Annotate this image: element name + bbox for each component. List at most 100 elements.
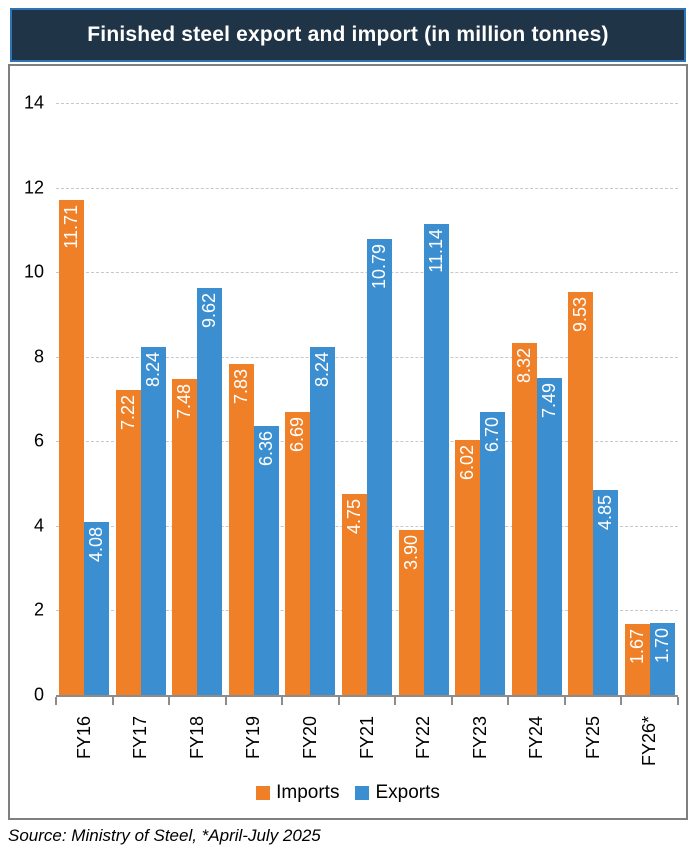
x-tick-label: FY18 xyxy=(186,716,207,760)
x-tick-label: FY19 xyxy=(243,716,264,760)
bar-imports: 4.75 xyxy=(342,494,367,695)
bar-imports: 11.71 xyxy=(59,199,85,695)
x-label-slot: FY18 xyxy=(169,708,226,759)
x-axis-tick xyxy=(507,697,510,705)
bar-exports: 4.85 xyxy=(593,489,619,695)
bar-value-label: 4.85 xyxy=(595,494,616,530)
bar-imports: 9.53 xyxy=(568,292,594,695)
x-tick-label: FY26* xyxy=(639,716,660,767)
chart-box: 0 2 4 6 8 10 12 14 11.71 4.08 7.22 8.24 7.48 9.62 7.8… xyxy=(8,64,688,820)
bar-value-label: 1.70 xyxy=(651,628,672,664)
x-label-slot: FY26* xyxy=(621,708,678,766)
legend-item-imports: Imports xyxy=(256,782,339,804)
bar-value-label: 8.24 xyxy=(312,351,333,387)
category-group: 4.75 10.79 xyxy=(339,103,396,695)
x-axis-tick xyxy=(677,697,679,705)
bar-value-label: 8.24 xyxy=(142,351,163,387)
legend-item-exports: Exports xyxy=(355,782,440,804)
bar-exports: 4.08 xyxy=(84,522,110,695)
bar-imports: 6.02 xyxy=(455,440,481,695)
x-label-slot: FY20 xyxy=(282,708,339,759)
legend-swatch xyxy=(355,786,370,800)
x-tick-label: FY25 xyxy=(582,716,603,760)
source-note: Source: Ministry of Steel, *April-July 2… xyxy=(8,826,321,845)
x-axis-tick xyxy=(281,697,284,705)
bar-value-label: 4.75 xyxy=(344,499,364,535)
bar-exports: 9.62 xyxy=(197,288,223,695)
category-group: 8.32 7.49 xyxy=(508,103,565,695)
bar-value-label: 6.02 xyxy=(457,445,478,481)
bar-value-label: 9.62 xyxy=(199,293,220,329)
category-group: 6.02 6.70 xyxy=(452,103,509,695)
bar-imports: 7.48 xyxy=(172,378,198,695)
bar-imports: 8.32 xyxy=(511,343,537,695)
x-tick-label: FY20 xyxy=(299,716,320,760)
bar-exports: 7.49 xyxy=(536,378,562,695)
chart-title-bar: Finished steel export and import (in mil… xyxy=(10,8,686,62)
x-tick-label: FY22 xyxy=(413,716,434,760)
bar-value-label: 9.53 xyxy=(570,297,591,333)
chart-title: Finished steel export and import (in mil… xyxy=(87,23,609,46)
y-axis: 0 2 4 6 8 10 12 14 xyxy=(10,93,50,705)
x-label-slot: FY24 xyxy=(508,708,565,759)
bar-value-label: 1.67 xyxy=(626,629,647,665)
x-axis-tick xyxy=(620,697,623,705)
x-label-slot: FY17 xyxy=(113,708,170,759)
bar-imports: 6.69 xyxy=(285,412,311,695)
y-tick-label: 6 xyxy=(33,430,44,451)
y-tick-label: 0 xyxy=(33,684,44,705)
bar-value-label: 6.69 xyxy=(287,417,308,453)
bar-value-label: 7.22 xyxy=(117,394,138,430)
bar-exports: 8.24 xyxy=(140,346,166,695)
category-group: 1.67 1.70 xyxy=(621,103,678,695)
legend: Imports Exports xyxy=(10,778,686,808)
x-tick-label: FY21 xyxy=(356,716,377,760)
bar-value-label: 8.32 xyxy=(513,348,534,384)
x-axis-ticks xyxy=(55,697,679,705)
x-axis-tick xyxy=(337,697,340,705)
bar-imports: 1.67 xyxy=(624,624,650,695)
x-label-slot: FY22 xyxy=(395,708,452,759)
x-axis-tick xyxy=(55,697,57,705)
bar-exports: 11.14 xyxy=(423,223,449,695)
bar-exports: 10.79 xyxy=(367,238,392,695)
category-group: 6.69 8.24 xyxy=(282,103,339,695)
category-group: 7.22 8.24 xyxy=(113,103,170,695)
legend-swatch xyxy=(256,786,271,800)
x-label-slot: FY16 xyxy=(56,708,113,759)
bar-exports: 6.36 xyxy=(253,426,279,695)
y-tick-label: 14 xyxy=(23,92,44,113)
y-tick-label: 12 xyxy=(23,177,44,198)
bar-exports: 8.24 xyxy=(310,346,336,695)
y-tick-label: 2 xyxy=(33,599,44,620)
category-group: 3.90 11.14 xyxy=(395,103,452,695)
plot-wrap: 11.71 4.08 7.22 8.24 7.48 9.62 7.83 6.36 6.69 8.2… xyxy=(55,103,679,818)
x-label-slot: FY19 xyxy=(226,708,283,759)
x-axis-tick xyxy=(563,697,566,705)
bar-value-label: 4.08 xyxy=(86,527,107,563)
category-group: 7.48 9.62 xyxy=(169,103,226,695)
x-axis-tick xyxy=(450,697,453,705)
gridline xyxy=(56,103,678,104)
category-group: 7.83 6.36 xyxy=(226,103,283,695)
category-group: 11.71 4.08 xyxy=(56,103,113,695)
bar-value-label: 7.83 xyxy=(230,368,251,404)
bar-value-label: 6.36 xyxy=(255,431,276,467)
x-axis-tick xyxy=(111,697,114,705)
bar-value-label: 10.79 xyxy=(369,243,389,289)
bar-value-label: 11.71 xyxy=(61,204,82,249)
bar-imports: 7.83 xyxy=(228,363,254,695)
x-label-slot: FY25 xyxy=(565,708,622,759)
x-axis-tick xyxy=(168,697,171,705)
x-label-slot: FY23 xyxy=(452,708,509,759)
legend-label: Imports xyxy=(276,782,340,803)
bar-exports: 6.70 xyxy=(480,411,506,695)
x-axis-tick xyxy=(224,697,227,705)
bar-value-label: 7.48 xyxy=(174,383,195,419)
bar-imports: 3.90 xyxy=(398,530,424,695)
plot-area: 11.71 4.08 7.22 8.24 7.48 9.62 7.83 6.36 6.69 8.2… xyxy=(56,103,678,697)
x-tick-label: FY16 xyxy=(73,716,94,760)
bar-value-label: 3.90 xyxy=(400,535,421,571)
y-tick-label: 8 xyxy=(33,346,44,367)
